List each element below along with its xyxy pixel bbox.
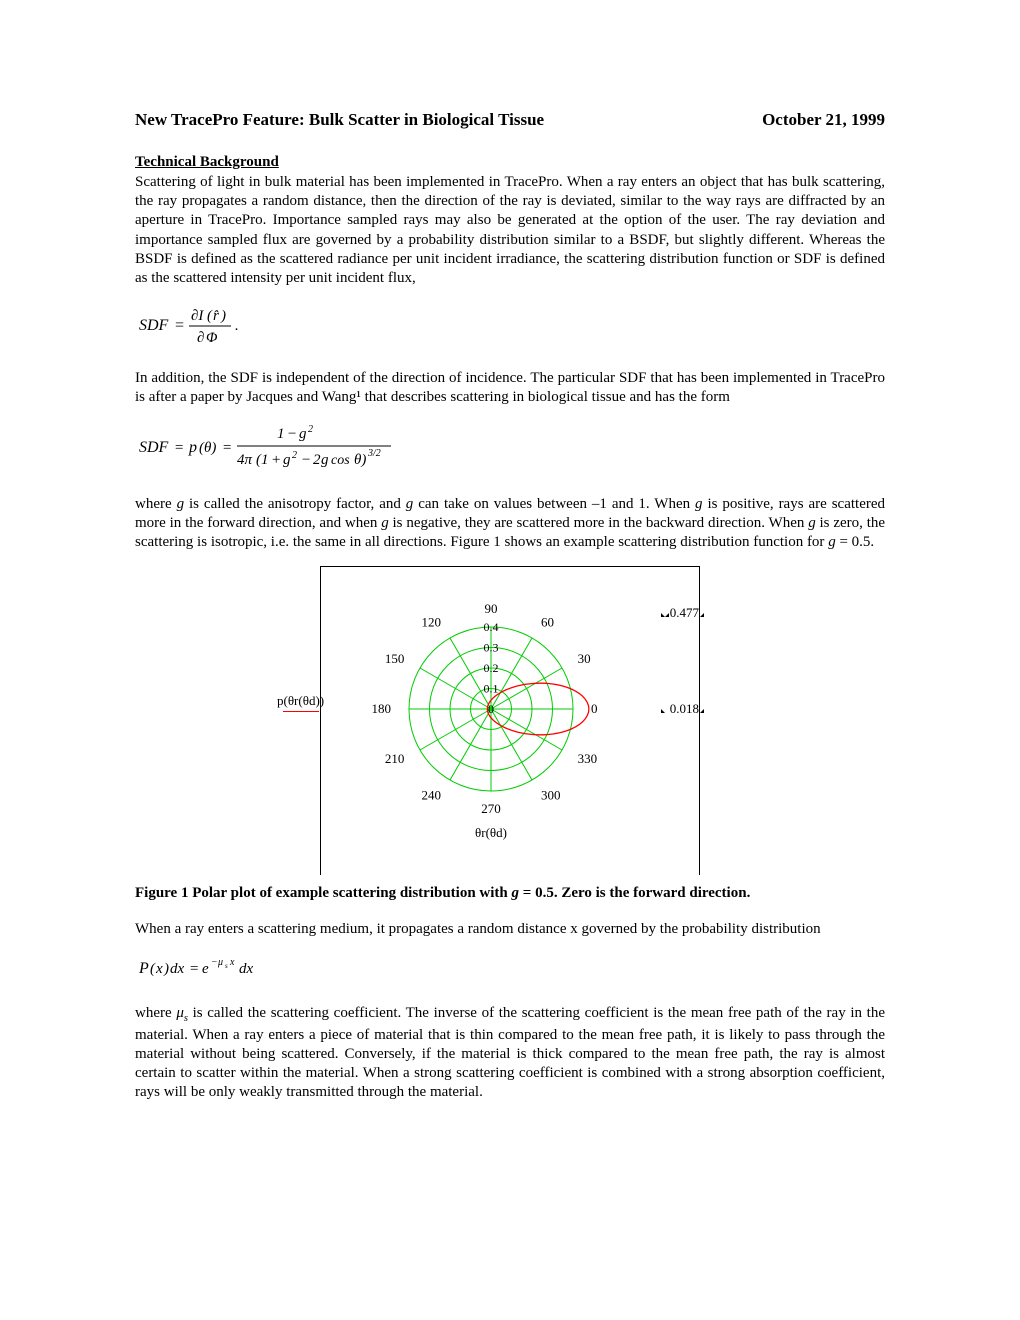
svg-text:∂: ∂ [197,330,204,346]
polar-chart: 00.10.20.30.4030609012015018021024027030… [339,591,675,867]
svg-text:120: 120 [422,614,442,629]
svg-text:μ: μ [217,957,223,968]
svg-text:dx: dx [239,961,254,977]
svg-text:∂I: ∂I [191,308,204,324]
svg-text:0.2: 0.2 [484,661,499,675]
svg-text:x: x [229,957,235,968]
mu-s: μs [176,1005,188,1021]
svg-text:g: g [299,426,307,442]
svg-text:3/2: 3/2 [367,448,381,459]
page-title: New TracePro Feature: Bulk Scatter in Bi… [135,110,544,130]
legend: p(θr(θd)) [277,693,324,712]
svg-text:): ) [220,308,226,324]
paragraph-4: When a ray enters a scattering medium, i… [135,920,885,939]
marker-mid: 0.018 [660,701,707,717]
polar-plot-area: p(θr(θd)) 00.10.20.30.403060901201501802… [339,591,681,867]
svg-text:90: 90 [485,601,498,616]
svg-text:r̂: r̂ [213,308,219,324]
svg-text:2: 2 [308,424,313,435]
marker-max: 0.477 [660,605,707,621]
figure-1: p(θr(θd)) 00.10.20.30.403060901201501802… [135,566,885,875]
svg-text:150: 150 [385,651,405,666]
svg-text:−: − [301,452,311,468]
svg-text:x: x [155,961,163,977]
svg-text:210: 210 [385,751,405,766]
svg-text:0.3: 0.3 [484,641,499,655]
svg-text:0.4: 0.4 [484,620,499,634]
svg-text:2: 2 [292,450,297,461]
svg-text:180: 180 [372,701,392,716]
svg-text:g: g [321,452,329,468]
svg-text:): ) [163,961,169,977]
svg-text:4π: 4π [237,452,253,468]
paragraph-3: where g is called the anisotropy factor,… [135,495,885,553]
svg-text:0.1: 0.1 [484,682,499,696]
intro-paragraph: Scattering of light in bulk material has… [135,173,885,288]
svg-text:SDF: SDF [139,317,169,334]
legend-line [283,711,319,712]
svg-text:Φ: Φ [206,330,218,346]
svg-text:=: = [174,440,184,456]
svg-text:−: − [287,426,297,442]
paragraph-2: In addition, the SDF is independent of t… [135,369,885,407]
svg-text:cos: cos [331,453,350,468]
svg-text:P: P [139,960,149,977]
svg-text:270: 270 [481,801,501,816]
svg-text:0: 0 [591,701,598,716]
svg-text:(1: (1 [256,452,269,468]
figure-caption: Figure 1 Polar plot of example scatterin… [135,885,885,902]
svg-text:=: = [174,317,185,334]
svg-text:e: e [202,961,209,977]
paragraph-5: where μs is called the scattering coeffi… [135,1004,885,1102]
figure-frame: p(θr(θd)) 00.10.20.30.403060901201501802… [320,566,700,875]
svg-text:g: g [283,452,291,468]
svg-text:θ): θ) [354,452,366,468]
svg-text:.: . [235,318,239,334]
equation-sdf-definition: SDF = ∂I ( r̂ ) ∂ Φ . [139,302,885,353]
equation-prob-distribution: P ( x ) dx = e − μ s x dx [139,953,885,988]
svg-text:+: + [271,452,281,468]
svg-text:300: 300 [541,788,561,803]
svg-text:240: 240 [422,788,442,803]
svg-text:θr(θd): θr(θd) [475,825,507,840]
header: New TracePro Feature: Bulk Scatter in Bi… [135,110,885,130]
svg-text:60: 60 [541,614,554,629]
svg-text:330: 330 [578,751,598,766]
svg-text:30: 30 [578,651,591,666]
svg-text:2: 2 [313,452,321,468]
svg-text:s: s [225,962,228,970]
svg-text:1: 1 [277,426,285,442]
svg-text:=: = [222,440,232,456]
page-date: October 21, 1999 [762,110,885,130]
para2-text: In addition, the SDF is independent of t… [135,370,885,405]
svg-text:−: − [211,957,218,968]
svg-text:=: = [189,961,199,977]
svg-text:p: p [188,439,197,456]
legend-label: p(θr(θd)) [277,693,324,708]
equation-henyey-greenstein: SDF = p (θ) = 1 − g 2 4π (1 + g 2 − 2 g … [139,422,885,479]
section-heading: Technical Background [135,154,885,171]
page: New TracePro Feature: Bulk Scatter in Bi… [0,0,1020,1196]
svg-text:dx: dx [170,961,185,977]
svg-text:SDF: SDF [139,439,169,456]
svg-text:(θ): (θ) [199,440,216,456]
